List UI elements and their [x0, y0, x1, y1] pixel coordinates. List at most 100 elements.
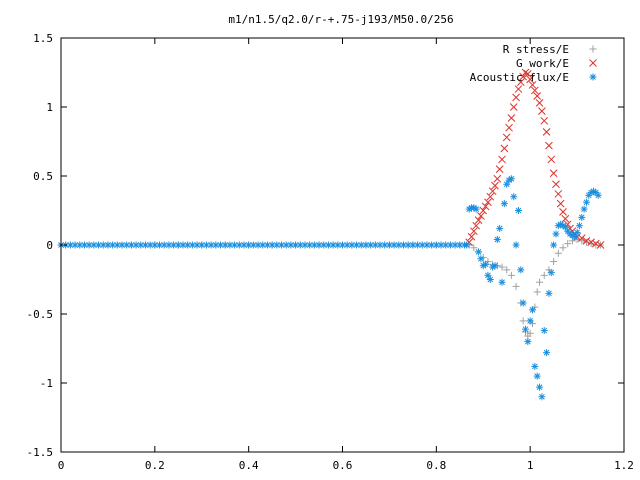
- data-point: [547, 155, 556, 164]
- data-point: [582, 198, 590, 206]
- chart-title: m1/n1.5/q2.0/r-+.75-j193/M50.0/256: [228, 13, 453, 26]
- data-point: [85, 241, 93, 249]
- data-point: [486, 276, 494, 283]
- data-point: [526, 75, 535, 84]
- data-point: [514, 207, 522, 214]
- data-point: [533, 92, 542, 100]
- data-point: [526, 317, 534, 325]
- data-point: [536, 278, 544, 286]
- legend-marker: [589, 45, 597, 53]
- data-point: [591, 239, 600, 248]
- data-point: [552, 180, 560, 189]
- data-point: [556, 199, 565, 208]
- data-point: [564, 240, 572, 248]
- data-point: [512, 241, 520, 249]
- data-point: [482, 260, 490, 268]
- data-point: [521, 68, 530, 77]
- data-point: [498, 278, 506, 286]
- data-point: [207, 241, 215, 249]
- data-point: [495, 165, 504, 173]
- data-point: [559, 244, 567, 252]
- data-point: [523, 70, 532, 78]
- data-point: [575, 222, 583, 230]
- data-point: [486, 192, 495, 201]
- legend-label: G work/E: [516, 57, 569, 70]
- data-point: [282, 241, 290, 249]
- data-point: [226, 241, 234, 249]
- data-point: [540, 116, 549, 125]
- data-point: [510, 193, 518, 201]
- series-2: [57, 175, 602, 401]
- data-point: [491, 181, 499, 190]
- x-tick-label: 1: [527, 459, 534, 472]
- data-point: [547, 269, 555, 277]
- data-point: [507, 175, 515, 183]
- data-point: [477, 255, 485, 263]
- data-point: [559, 208, 567, 216]
- data-point: [451, 241, 459, 249]
- data-point: [146, 241, 154, 249]
- data-point: [554, 190, 563, 198]
- data-point: [554, 249, 562, 257]
- legend-marker: [589, 59, 597, 67]
- data-point: [529, 306, 537, 314]
- data-point: [521, 325, 529, 333]
- legend-label: Acoustic flux/E: [470, 71, 569, 84]
- data-point: [315, 241, 323, 249]
- data-point: [533, 288, 541, 296]
- data-point: [329, 241, 337, 249]
- x-tick-label: 0.4: [239, 459, 259, 472]
- y-tick-label: 1: [46, 101, 53, 114]
- y-tick-label: -1: [40, 377, 53, 390]
- data-point: [503, 180, 511, 188]
- data-point: [540, 271, 548, 279]
- data-point: [493, 174, 502, 183]
- data-point: [535, 99, 544, 107]
- data-point: [582, 237, 591, 245]
- y-tick-label: 0.5: [33, 170, 53, 183]
- data-point: [538, 393, 546, 401]
- data-point: [339, 241, 346, 249]
- data-point: [536, 383, 544, 391]
- data-point: [550, 241, 558, 249]
- data-point: [580, 205, 588, 213]
- data-point: [80, 241, 88, 249]
- data-point: [540, 327, 548, 335]
- data-point: [472, 221, 481, 230]
- data-point: [505, 123, 513, 132]
- data-point: [517, 266, 525, 274]
- data-point: [240, 241, 248, 249]
- data-point: [528, 81, 537, 89]
- data-point: [550, 258, 558, 266]
- data-point: [472, 205, 480, 213]
- data-point: [573, 229, 581, 237]
- data-point: [519, 299, 527, 307]
- data-point: [324, 241, 332, 249]
- data-point: [170, 241, 178, 249]
- data-point: [596, 241, 605, 249]
- x-tick-label: 0.2: [145, 459, 165, 472]
- legend-marker: [589, 73, 597, 81]
- data-point: [156, 241, 164, 249]
- data-point: [489, 263, 497, 271]
- data-point: [552, 230, 560, 238]
- data-point: [519, 317, 527, 325]
- data-point: [516, 78, 525, 87]
- data-point: [571, 233, 579, 241]
- data-point: [268, 241, 276, 249]
- data-point: [179, 241, 187, 249]
- data-point: [493, 235, 501, 243]
- data-point: [287, 241, 295, 249]
- data-point: [514, 85, 523, 93]
- data-point: [475, 248, 483, 256]
- data-point: [498, 263, 506, 271]
- data-point: [519, 72, 527, 81]
- plot-area: [57, 68, 605, 401]
- data-point: [496, 224, 504, 232]
- data-point: [463, 241, 471, 249]
- data-point: [507, 271, 515, 279]
- data-point: [500, 200, 508, 208]
- x-tick-label: 0.8: [426, 459, 446, 472]
